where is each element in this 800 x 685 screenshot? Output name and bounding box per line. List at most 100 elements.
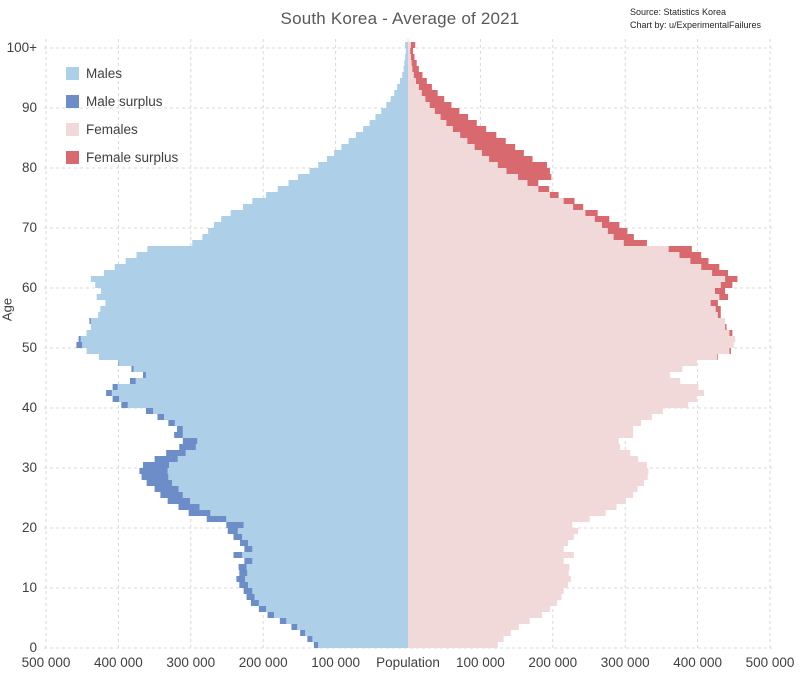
bar-male-surplus [313,642,319,648]
chart-by-line: Chart by: u/ExperimentalFailures [630,20,762,30]
bar-male [182,492,408,498]
bar-male [403,66,408,72]
bar-male-surplus [141,474,169,480]
bar-male-surplus [139,468,168,474]
y-tick-label: 30 [22,460,37,475]
legend-label: Males [86,65,123,81]
bar-female [408,600,558,606]
bar-male-surplus [177,426,183,432]
bar-female [408,90,422,96]
bar-male-surplus [118,360,120,366]
female-surplus-swatch-icon [66,150,79,164]
bar-female [408,606,550,612]
bar-male [252,588,408,594]
bar-male [101,288,409,294]
bar-male-surplus [146,480,172,486]
y-tick-label: 50 [22,340,37,355]
bar-female [408,306,716,312]
bar-female [408,72,414,78]
y-tick-label: 80 [22,160,37,175]
bar-female [408,156,490,162]
bar-female-surplus [497,162,548,168]
bar-male [226,516,408,522]
x-tick-label: 200 000 [528,655,577,670]
y-tick-label: 0 [29,640,37,655]
bar-female [408,522,573,528]
bar-male [95,282,409,288]
bar-male [334,150,408,156]
bar-male [242,552,408,558]
bar-female [408,426,634,432]
bar-female [408,324,726,330]
bar-male [90,318,408,324]
bar-male [119,396,409,402]
bar-female [408,582,569,588]
bar-female-surplus [418,84,432,90]
bar-female-surplus [415,78,427,84]
bar-female-surplus [585,210,598,216]
bar-male [153,408,408,414]
y-tick-label: 90 [22,100,37,115]
x-tick-label: 100 000 [311,655,360,670]
bar-male-surplus [89,318,91,324]
bar-male [103,270,409,276]
bar-female-surplus [446,120,477,126]
bar-male-surplus [143,372,146,378]
bar-male [208,228,408,234]
x-tick-label: 500 000 [22,655,71,670]
bar-female-surplus [690,258,709,264]
x-tick-label: 300 000 [601,655,650,670]
bar-female [408,312,718,318]
bar-female [408,414,652,420]
bar-male-surplus [168,420,175,426]
bar-female [408,504,617,510]
bar-male-surplus [300,630,306,636]
bar-male-surplus [157,414,165,420]
bar-female [408,264,702,270]
bar-male [266,192,408,198]
bar-female-surplus [729,330,733,336]
bar-female [408,462,647,468]
bar-male [246,564,408,570]
bar-female [408,534,574,540]
bar-female-surplus [410,48,414,54]
bar-female-surplus [714,288,726,294]
bar-female [408,372,671,378]
bar-male-surplus [244,558,253,564]
bar-female [408,210,586,216]
bar-female-surplus [538,186,550,192]
bar-male [168,474,408,480]
x-tick-label: 100 000 [456,655,505,670]
bar-male [117,384,409,390]
bar-male [405,48,408,54]
bar-female [408,528,579,534]
bar-male [90,324,408,330]
bar-male-surplus [78,336,81,342]
bar-female [408,240,624,246]
females-swatch-icon [66,122,79,136]
legend-label: Female surplus [86,149,179,165]
bar-female-surplus [710,300,718,306]
x-tick-label: 400 000 [94,655,143,670]
bar-male-surplus [279,618,287,624]
bar-female-surplus [719,294,729,300]
bar-male-surplus [167,498,191,504]
bar-male-surplus [131,366,134,372]
bar-female [408,228,608,234]
bar-female-surplus [467,138,506,144]
male-surplus-swatch-icon [66,94,79,108]
bar-female [408,492,634,498]
bar-female-surplus [481,150,524,156]
bar-female [408,162,498,168]
bar-female-surplus [474,144,516,150]
bar-male [190,498,408,504]
bar-female-surplus [434,108,460,114]
bar-male [135,378,408,384]
bar-female [408,222,603,228]
bar-female-surplus [506,168,550,174]
bar-male [192,240,408,246]
bar-female-surplus [623,240,647,246]
bar-female [408,108,435,114]
bar-female [408,366,683,372]
